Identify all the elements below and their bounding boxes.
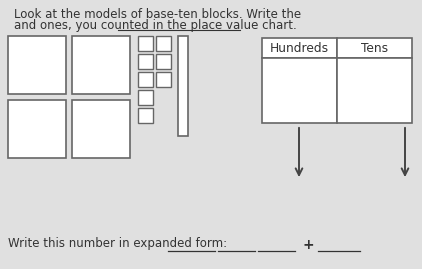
Text: Tens: Tens — [361, 41, 388, 55]
Bar — [138, 36, 153, 51]
Text: Hundreds: Hundreds — [270, 41, 329, 55]
Bar — [337, 38, 412, 58]
Bar — [337, 58, 412, 123]
Text: +: + — [302, 238, 314, 252]
Bar — [138, 54, 153, 69]
Bar — [138, 108, 153, 123]
Bar — [8, 100, 66, 158]
Text: and ones, you counted in the place value chart.: and ones, you counted in the place value… — [14, 19, 297, 32]
Bar — [262, 58, 337, 123]
Bar — [156, 36, 171, 51]
Bar — [138, 72, 153, 87]
Bar — [156, 54, 171, 69]
Bar — [156, 72, 171, 87]
Bar — [8, 36, 66, 94]
Bar — [72, 100, 130, 158]
Text: Look at the models of base-ten blocks. Write the: Look at the models of base-ten blocks. W… — [14, 8, 305, 21]
Bar — [262, 38, 337, 58]
Bar — [138, 90, 153, 105]
Bar — [178, 36, 188, 136]
Bar — [72, 36, 130, 94]
Text: Write this number in expanded form:: Write this number in expanded form: — [8, 237, 227, 250]
